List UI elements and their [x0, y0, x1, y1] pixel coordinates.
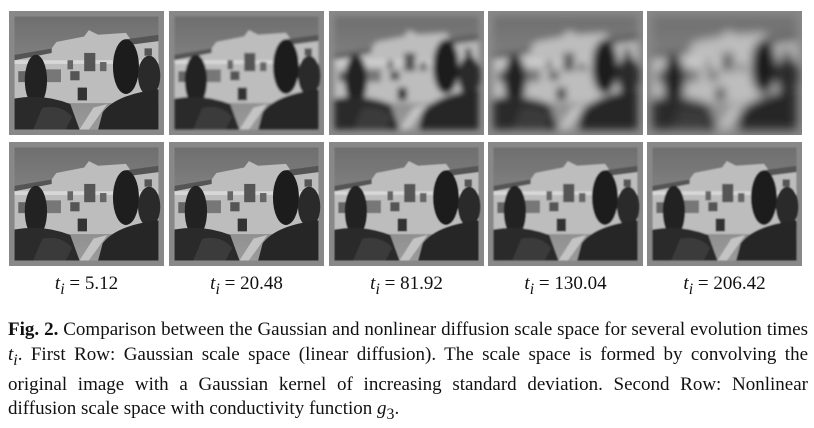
time-label-5: ti = 206.42	[647, 273, 802, 299]
time-var: t	[370, 273, 376, 294]
nonlinear-image-4	[488, 142, 643, 266]
caption-math-sub: i	[13, 351, 18, 369]
time-label-3: ti = 81.92	[329, 273, 484, 299]
caption-text: . First Row: Gaussian scale space (linea…	[8, 343, 808, 420]
gaussian-image-2	[169, 11, 324, 135]
caption-math-sub: 3	[386, 406, 395, 424]
nonlinear-image-3	[329, 142, 484, 266]
time-sub: i	[688, 280, 694, 298]
nonlinear-image-1	[9, 142, 164, 266]
time-sub: i	[529, 280, 535, 298]
caption-label: Fig. 2.	[8, 319, 59, 340]
time-sub: i	[215, 280, 220, 298]
time-var: t	[524, 273, 530, 294]
gaussian-image-1	[9, 11, 164, 135]
gaussian-image-5	[647, 11, 802, 135]
caption-math: t	[8, 343, 14, 365]
figure-caption: Fig. 2. Comparison between the Gaussian …	[8, 318, 808, 428]
time-value: = 5.12	[69, 273, 119, 294]
time-value: = 206.42	[697, 273, 766, 294]
time-var: t	[210, 273, 216, 294]
time-value: = 130.04	[538, 273, 607, 294]
time-label-4: ti = 130.04	[488, 273, 643, 299]
nonlinear-image-2	[169, 142, 324, 266]
time-label-1: ti = 5.12	[9, 273, 164, 299]
gaussian-image-4	[488, 11, 643, 135]
caption-text: .	[394, 398, 400, 420]
time-sub: i	[375, 280, 380, 298]
time-var: t	[683, 273, 689, 294]
time-var: t	[54, 273, 61, 294]
caption-text: Comparison between the Gaussian and nonl…	[58, 319, 808, 340]
caption-math: g	[377, 398, 387, 420]
nonlinear-image-5	[647, 142, 802, 266]
time-label-2: ti = 20.48	[169, 273, 324, 299]
gaussian-image-3	[329, 11, 484, 135]
time-sub: i	[60, 280, 65, 298]
time-value: = 81.92	[384, 273, 443, 294]
time-value: = 20.48	[224, 273, 283, 294]
